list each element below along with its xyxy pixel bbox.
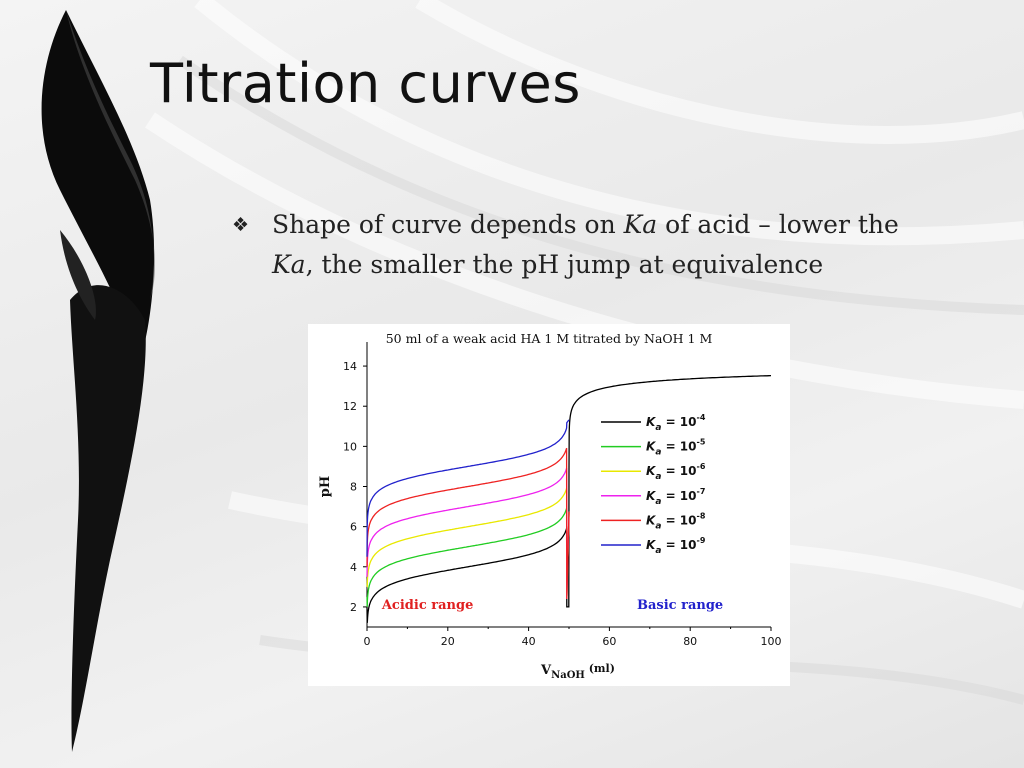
series-line-minus6 [366,488,570,600]
legend-label: Ka = 10-8 [646,511,706,531]
y-tick-label: 12 [343,400,357,413]
y-tick-label: 10 [343,440,357,453]
bullet-text-italic: Ka [272,250,306,279]
chart-svg: 50 ml of a weak acid HA 1 M titrated by … [318,331,782,681]
series-line-minus9 [366,419,570,557]
y-tick-label: 8 [350,481,357,494]
legend-label: Ka = 10-5 [646,438,706,458]
brush-decoration [41,10,155,752]
legend-label: Ka = 10-9 [646,536,706,556]
y-tick-label: 2 [350,601,357,614]
x-tick-label: 40 [522,635,536,648]
x-tick-label: 60 [602,635,616,648]
x-tick-label: 80 [683,635,697,648]
series-line-minus7 [366,467,570,600]
chart-title: 50 ml of a weak acid HA 1 M titrated by … [386,331,713,346]
bullet-text-italic: Ka [623,210,658,239]
bullet-text: Shape of curve depends on Ka of acid – l… [272,205,922,285]
legend-label: Ka = 10-7 [646,487,705,507]
bullet-text-part: of acid – lower the [657,210,899,239]
x-tick-label: 0 [364,635,371,648]
y-tick-label: 4 [350,561,357,574]
bullet-text-part: Shape of curve depends on [272,210,624,239]
y-axis-label: pH [318,476,333,497]
legend-label: Ka = 10-6 [646,462,706,482]
x-tick-label: 20 [441,635,455,648]
y-tick-label: 6 [350,521,357,534]
x-tick-label: 100 [761,635,782,648]
chart-annotation: Basic range [637,598,723,613]
slide-title: Titration curves [150,52,581,115]
chart-annotation: Acidic range [381,598,474,613]
series-line-minus5 [366,508,570,607]
bullet-text-part: , the smaller the pH jump at equivalence [305,250,824,279]
x-axis-label: VNaOH (ml) [540,662,615,681]
y-tick-label: 14 [343,360,357,373]
bullet-point: ❖ Shape of curve depends on Ka of acid –… [232,205,922,285]
series-line-minus4 [366,374,772,624]
series-line-minus8 [366,447,570,600]
legend-label: Ka = 10-4 [646,413,706,433]
diamond-bullet-icon: ❖ [232,214,250,236]
titration-chart: 50 ml of a weak acid HA 1 M titrated by … [308,324,790,686]
